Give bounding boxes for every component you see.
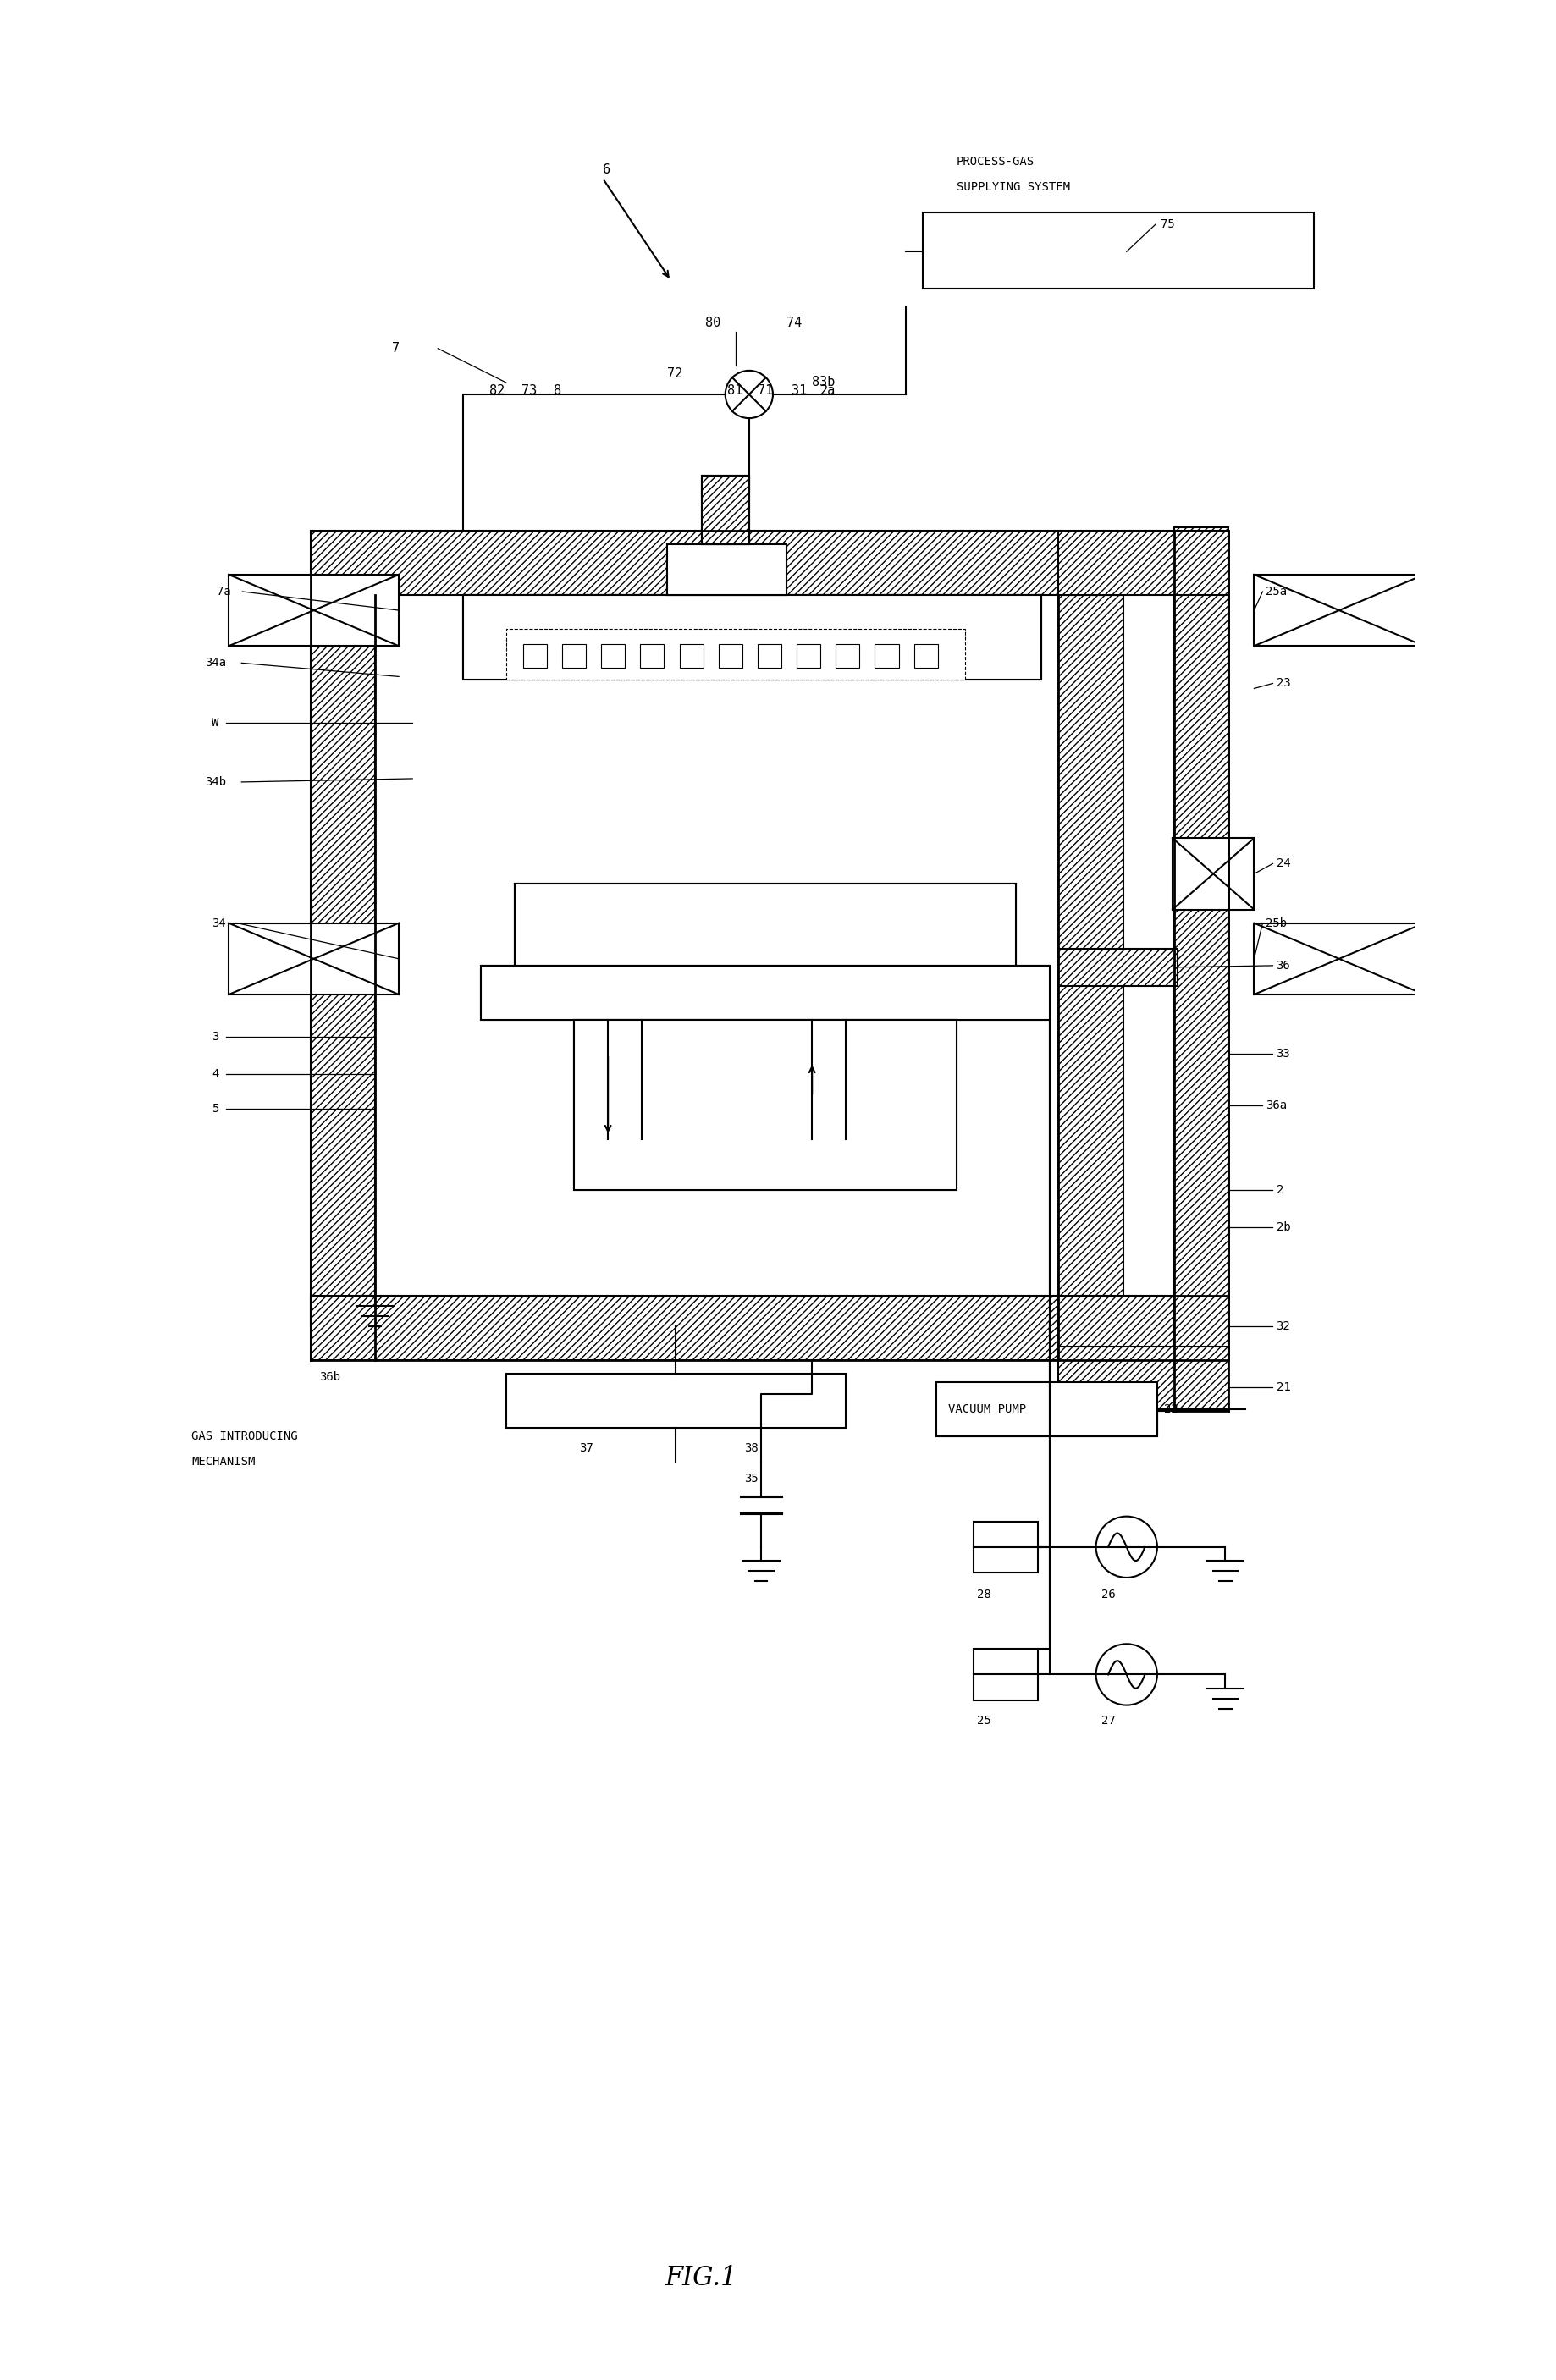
Text: GAS INTRODUCING: GAS INTRODUCING [191,1430,297,1442]
Bar [506,628,965,681]
Text: 7a: 7a [216,585,230,597]
Text: 83b: 83b [812,376,836,388]
Bar [506,1373,846,1428]
Text: 38: 38 [744,1442,758,1454]
Text: 36a: 36a [1267,1100,1287,1111]
Text: 3: 3 [212,1031,219,1042]
Bar [913,645,938,669]
Bar [1058,1295,1178,1359]
Text: 82: 82 [489,386,504,397]
Bar [574,1021,957,1190]
Bar [680,645,703,669]
Bar [601,645,626,669]
Text: 28: 28 [977,1590,991,1599]
Text: FIG.1: FIG.1 [666,2266,738,2292]
Text: 37: 37 [579,1442,593,1454]
Text: 36: 36 [1276,959,1290,971]
Text: 26: 26 [1102,1590,1116,1599]
Text: 81: 81 [727,386,742,397]
Bar [640,645,664,669]
Bar [1058,1347,1229,1411]
Bar [1254,574,1424,645]
Bar [702,476,748,545]
Bar [310,595,375,1326]
Text: 6: 6 [602,164,610,176]
Text: 31: 31 [792,386,808,397]
Text: 2a: 2a [820,386,836,397]
Bar [1058,595,1123,1326]
Bar [464,595,1041,681]
Text: 22: 22 [1164,1404,1178,1416]
Bar [758,645,781,669]
Bar [1058,950,1178,985]
Bar [668,545,786,595]
Text: 4: 4 [212,1069,219,1081]
Text: 35: 35 [744,1473,758,1485]
Text: 74: 74 [786,317,801,328]
Text: 21: 21 [1276,1380,1290,1392]
Text: SUPPLYING SYSTEM: SUPPLYING SYSTEM [957,181,1071,193]
Text: 75: 75 [1161,219,1175,231]
Text: 27: 27 [1102,1714,1116,1726]
Text: 25: 25 [977,1714,991,1726]
Text: 34a: 34a [205,657,226,669]
Text: 8: 8 [554,386,562,397]
Bar [874,645,899,669]
Text: 80: 80 [705,317,720,328]
Bar [464,595,1041,681]
Text: 34b: 34b [205,776,226,788]
Bar [836,645,859,669]
Bar [481,966,1050,1021]
Bar [668,545,786,595]
Text: 25a: 25a [1267,585,1287,597]
Text: 73: 73 [521,386,537,397]
Bar [523,645,546,669]
Bar [310,1295,1109,1359]
Text: W: W [212,716,219,728]
Bar [923,212,1313,288]
Bar [702,476,748,545]
Bar [574,1021,957,1190]
Text: 36b: 36b [319,1371,341,1383]
Text: 34: 34 [212,916,226,928]
Text: PROCESS-GAS: PROCESS-GAS [957,155,1035,167]
Bar [1254,923,1424,995]
Text: 72: 72 [668,367,683,381]
Bar [515,883,1016,969]
Text: 32: 32 [1276,1321,1290,1333]
Bar [719,645,742,669]
Bar [1175,526,1229,1411]
Bar [1173,838,1254,909]
Text: 2b: 2b [1276,1221,1290,1233]
Text: VACUUM PUMP: VACUUM PUMP [948,1404,1025,1416]
Bar [974,1521,1038,1573]
Text: 5: 5 [212,1102,219,1114]
Bar [515,883,1016,969]
Bar [481,966,1050,1021]
Text: 33: 33 [1276,1047,1290,1059]
Bar [229,923,398,995]
Bar [562,645,587,669]
Text: MECHANISM: MECHANISM [191,1457,255,1468]
Text: 7: 7 [392,343,400,355]
Text: 2: 2 [1276,1185,1284,1195]
Text: 23: 23 [1276,678,1290,690]
Text: 25b: 25b [1267,916,1287,928]
Text: 24: 24 [1276,857,1290,869]
Bar [797,645,820,669]
Bar [310,531,1058,595]
Bar [974,1649,1038,1699]
Bar [937,1383,1158,1438]
Bar [1058,531,1229,595]
Text: 71: 71 [758,386,773,397]
Bar [229,574,398,645]
